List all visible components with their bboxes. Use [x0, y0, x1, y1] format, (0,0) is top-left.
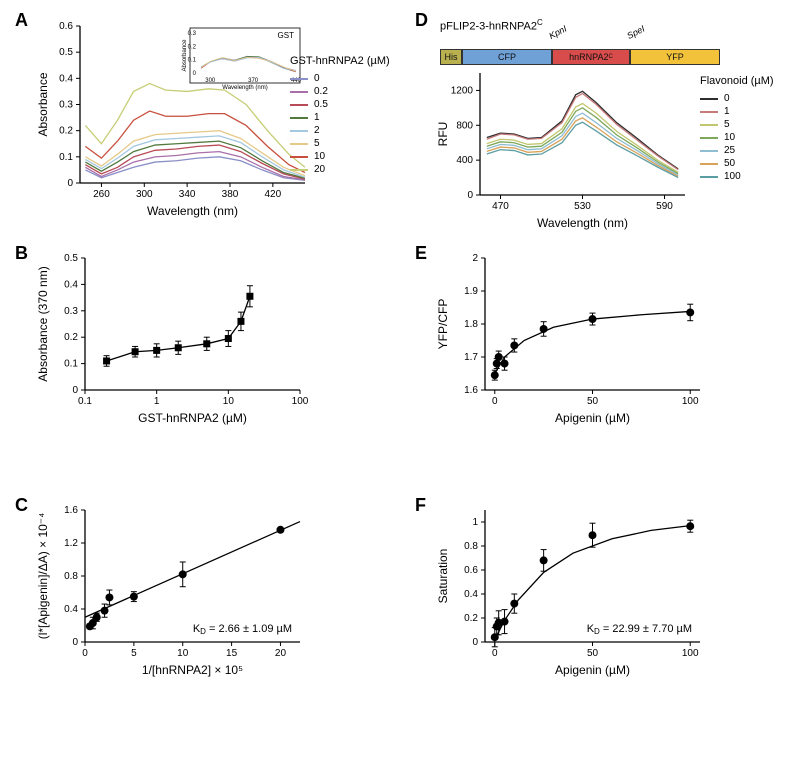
- svg-text:5: 5: [131, 648, 137, 659]
- svg-text:100: 100: [682, 396, 699, 407]
- svg-text:800: 800: [456, 120, 473, 131]
- panel-f-chart: 0 50 100 0 0.2 0.4 0.6 0.8 1 Apigenin (µM) Saturat…: [435, 502, 715, 677]
- svg-text:1200: 1200: [451, 85, 474, 96]
- panel-c-label: C: [15, 495, 28, 515]
- svg-text:100: 100: [292, 396, 309, 407]
- svg-text:0.1: 0.1: [188, 58, 197, 64]
- svg-text:Apigenin (µM): Apigenin (µM): [555, 411, 630, 425]
- svg-text:1.6: 1.6: [64, 505, 78, 516]
- svg-text:0: 0: [472, 637, 478, 648]
- svg-text:260: 260: [93, 189, 110, 200]
- svg-text:15: 15: [226, 648, 238, 659]
- panel-a-label: A: [15, 10, 28, 30]
- panel-d-legend: Flavonoid (µM)015102550100: [700, 75, 774, 184]
- svg-text:1/[hnRNPA2] × 10⁵: 1/[hnRNPA2] × 10⁵: [142, 663, 243, 677]
- svg-text:Apigenin (µM): Apigenin (µM): [555, 663, 630, 677]
- svg-text:20: 20: [275, 648, 287, 659]
- svg-text:0.8: 0.8: [464, 541, 478, 552]
- svg-text:0.2: 0.2: [64, 332, 78, 343]
- svg-text:0.3: 0.3: [188, 31, 197, 37]
- svg-text:0: 0: [72, 385, 78, 396]
- svg-text:0.1: 0.1: [64, 359, 78, 370]
- panel-e-label: E: [415, 243, 427, 263]
- svg-text:KD = 22.99 ± 7.70 µM: KD = 22.99 ± 7.70 µM: [587, 623, 692, 636]
- svg-text:0: 0: [72, 637, 78, 648]
- panel-a-legend: GST-hnRNPA2 (µM)00.20.51251020: [290, 55, 390, 177]
- svg-text:0: 0: [492, 396, 498, 407]
- svg-text:Absorbance (370 nm): Absorbance (370 nm): [36, 266, 50, 381]
- svg-text:0: 0: [467, 190, 473, 201]
- svg-text:0.3: 0.3: [64, 306, 78, 317]
- panel-d-label: D: [415, 10, 428, 30]
- svg-text:470: 470: [492, 201, 509, 212]
- svg-text:Wavelength (nm): Wavelength (nm): [537, 216, 628, 230]
- svg-text:530: 530: [574, 201, 591, 212]
- svg-text:0.4: 0.4: [464, 589, 478, 600]
- panel-e-chart: 0 50 100 1.6 1.7 1.8 1.9 2 Apigenin (µM) YFP/CFP: [435, 250, 715, 425]
- svg-text:0.2: 0.2: [188, 44, 197, 50]
- svg-text:0.1: 0.1: [59, 152, 73, 163]
- panel-c-chart: 0 5 10 15 20 0 0.4 0.8 1.2 1.6 1/[hnRNPA2] × 10⁵ (l…: [35, 502, 315, 677]
- panel-b-chart: 0.111010000.10.20.30.40.5GST-hnRNPA2 (µM…: [35, 250, 315, 425]
- svg-text:GST: GST: [278, 31, 295, 40]
- svg-text:50: 50: [587, 648, 599, 659]
- svg-text:400: 400: [456, 155, 473, 166]
- svg-text:590: 590: [656, 201, 673, 212]
- svg-text:1: 1: [154, 396, 160, 407]
- svg-text:KD = 2.66 ± 1.09 µM: KD = 2.66 ± 1.09 µM: [193, 623, 292, 636]
- svg-text:1.2: 1.2: [64, 538, 78, 549]
- svg-text:0.1: 0.1: [78, 396, 92, 407]
- svg-text:Absorbance: Absorbance: [36, 72, 50, 136]
- svg-text:10: 10: [177, 648, 189, 659]
- svg-text:0.2: 0.2: [59, 126, 73, 137]
- svg-text:(l*[Apigenin]/ΔA) × 10⁻⁴: (l*[Apigenin]/ΔA) × 10⁻⁴: [36, 513, 50, 640]
- svg-text:2: 2: [472, 253, 478, 264]
- svg-text:Wavelength (nm): Wavelength (nm): [147, 204, 238, 218]
- panel-d-chart: 470 530 590 0 400 800 1200 Wavelength (nm) RFU: [435, 65, 695, 230]
- svg-text:0.4: 0.4: [59, 73, 73, 84]
- svg-text:420: 420: [265, 189, 282, 200]
- svg-text:1.6: 1.6: [464, 385, 478, 396]
- svg-text:Wavelength (nm): Wavelength (nm): [222, 85, 267, 91]
- svg-text:300: 300: [205, 78, 216, 84]
- svg-text:10: 10: [223, 396, 235, 407]
- svg-text:1: 1: [472, 517, 478, 528]
- svg-text:GST-hnRNPA2 (µM): GST-hnRNPA2 (µM): [138, 411, 247, 425]
- svg-text:0.6: 0.6: [59, 21, 73, 32]
- panel-d-construct: pFLIP2-3-hnRNPA2CKpnISpeIHisCFPhnRNPA2CY…: [440, 18, 543, 69]
- svg-text:300: 300: [136, 189, 153, 200]
- svg-text:0: 0: [67, 178, 73, 189]
- panel-a-chart: 260 300 340 380 420 0 0.1 0.2 0.3 0.4 0.5 0.6 Wavele…: [35, 18, 315, 218]
- svg-text:370: 370: [248, 78, 259, 84]
- svg-text:1.8: 1.8: [464, 319, 478, 330]
- svg-text:0: 0: [82, 648, 88, 659]
- svg-text:Saturation: Saturation: [436, 549, 450, 604]
- svg-text:RFU: RFU: [436, 122, 450, 147]
- panel-b-label: B: [15, 243, 28, 263]
- svg-text:1.9: 1.9: [464, 286, 478, 297]
- svg-text:0.3: 0.3: [59, 100, 73, 111]
- svg-text:50: 50: [587, 396, 599, 407]
- svg-text:Absorbance: Absorbance: [182, 39, 188, 72]
- svg-text:0: 0: [492, 648, 498, 659]
- svg-text:0.4: 0.4: [64, 279, 78, 290]
- svg-text:0.5: 0.5: [64, 253, 78, 264]
- svg-text:0.5: 0.5: [59, 47, 73, 58]
- svg-text:100: 100: [682, 648, 699, 659]
- svg-text:YFP/CFP: YFP/CFP: [436, 299, 450, 350]
- svg-text:0.6: 0.6: [464, 565, 478, 576]
- svg-text:380: 380: [222, 189, 239, 200]
- svg-text:1.7: 1.7: [464, 352, 478, 363]
- svg-text:340: 340: [179, 189, 196, 200]
- svg-text:0.8: 0.8: [64, 571, 78, 582]
- svg-text:0.4: 0.4: [64, 604, 78, 615]
- svg-text:0.2: 0.2: [464, 613, 478, 624]
- panel-f-label: F: [415, 495, 426, 515]
